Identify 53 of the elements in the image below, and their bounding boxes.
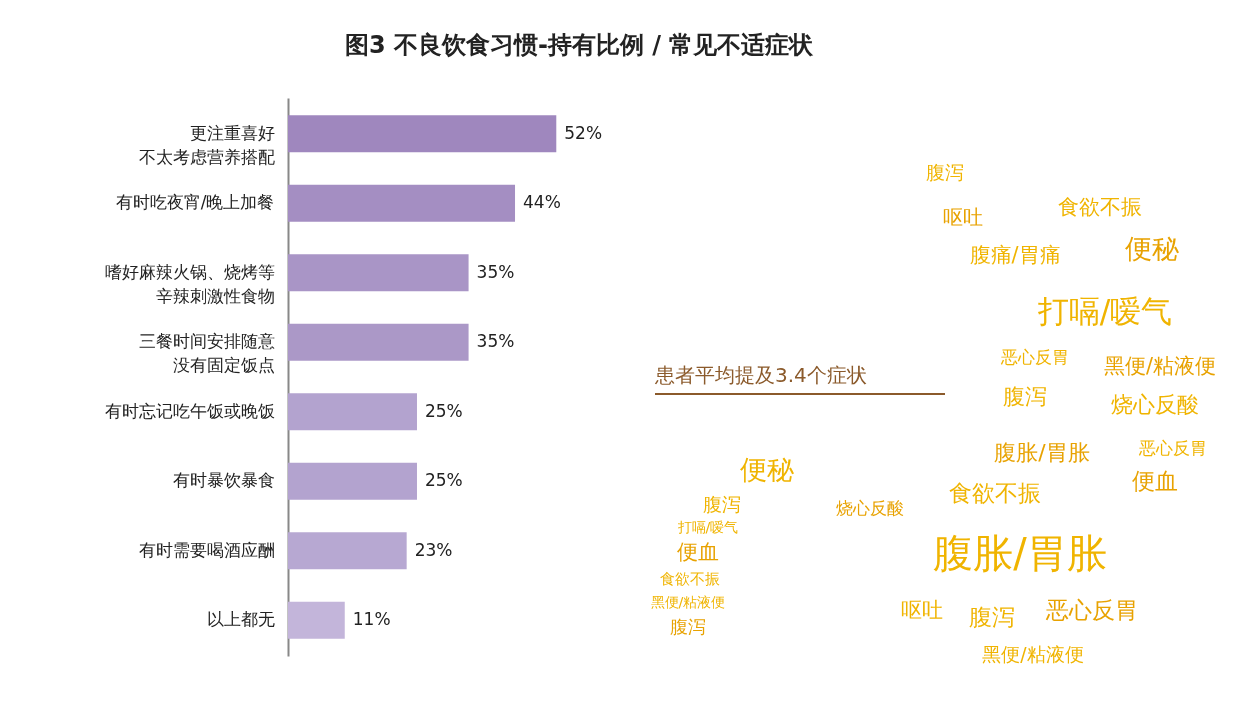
y-tick-label: 嗜好麻辣火锅、烧烤等辛辣刺激性食物	[104, 261, 275, 306]
bar	[288, 462, 417, 500]
text: 便血	[1132, 468, 1178, 494]
text: 便秘	[740, 454, 794, 485]
text: 烧心反酸	[1111, 392, 1199, 417]
y-tick-label: 有时忘记吃午饭或晚饭	[104, 400, 275, 421]
text: 恶心反胃	[1045, 597, 1138, 623]
text: 食欲不振	[660, 570, 720, 588]
text: 便血	[677, 540, 719, 564]
bar	[288, 254, 469, 292]
text: 腹痛/胃痛	[969, 243, 1061, 267]
text: 黑便/粘液便	[1103, 354, 1217, 378]
text: 食欲不振	[1058, 195, 1142, 219]
text: 腹泻	[926, 162, 964, 183]
y-tick-label: 三餐时间安排随意没有固定饭点	[138, 331, 275, 376]
bar	[288, 601, 345, 639]
data-label: 11%	[352, 609, 391, 630]
y-tick-label: 有时暴饮暴食	[172, 470, 275, 491]
text: 打嗝/嗳气	[676, 519, 739, 535]
text: 黑便/粘液便	[650, 594, 726, 610]
bar	[288, 184, 516, 222]
text: 打嗝/嗳气	[1036, 293, 1173, 329]
text: 恶心反胃	[1138, 439, 1207, 458]
data-label: 44%	[523, 192, 561, 213]
chart-title: 图3 不良饮食习惯-持有比例 / 常见不适症状	[345, 31, 815, 59]
text: 腹泻	[670, 617, 706, 637]
data-label: 23%	[414, 539, 453, 560]
text: 食欲不振	[949, 480, 1041, 506]
bar	[288, 532, 407, 570]
text: 恶心反胃	[1000, 348, 1069, 367]
y-tick-label: 有时需要喝酒应酬	[138, 539, 275, 560]
data-label: 52%	[564, 122, 603, 143]
bar	[288, 393, 417, 431]
text: 呕吐	[943, 206, 983, 229]
text: 腹泻	[969, 604, 1015, 630]
y-tick-label: 有时吃夜宵/晚上加餐	[115, 192, 275, 213]
text: 腹泻	[1003, 384, 1047, 409]
text: 腹胀/胃胀	[994, 440, 1090, 465]
text: 患者平均提及3.4个症状	[655, 362, 945, 395]
bar	[288, 323, 469, 361]
text: 黑便/粘液便	[982, 644, 1084, 665]
text: 腹泻	[703, 494, 741, 515]
text: 烧心反酸	[836, 499, 904, 518]
y-tick-label: 以上都无	[206, 609, 275, 630]
y-tick-label: 更注重喜好不太考虑营养搭配	[138, 122, 275, 167]
data-label: 35%	[476, 261, 515, 282]
data-label: 25%	[424, 470, 463, 491]
data-label: 35%	[476, 331, 515, 352]
text: 腹胀/胃胀	[933, 530, 1107, 576]
text: 便秘	[1125, 233, 1179, 264]
bar	[288, 115, 557, 153]
data-label: 25%	[424, 400, 463, 421]
text: 呕吐	[901, 598, 943, 622]
